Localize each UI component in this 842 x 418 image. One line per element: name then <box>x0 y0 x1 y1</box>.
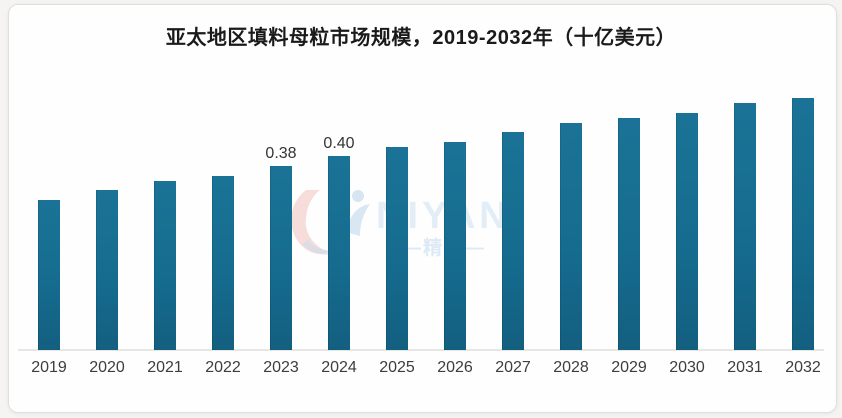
chart-card <box>8 4 837 413</box>
bar-2029 <box>618 118 640 350</box>
bar-2024 <box>328 156 350 350</box>
bar-2020 <box>96 190 118 350</box>
bar-2027 <box>502 132 524 350</box>
x-tick-label-2029: 2029 <box>611 359 647 376</box>
x-tick-label-2031: 2031 <box>727 359 763 376</box>
bar-2030 <box>676 113 698 350</box>
bar-2022 <box>212 176 234 350</box>
bar-2026 <box>444 142 466 350</box>
x-tick-label-2019: 2019 <box>31 359 67 376</box>
x-tick-label-2026: 2026 <box>437 359 473 376</box>
x-tick-label-2027: 2027 <box>495 359 531 376</box>
bar-2032 <box>792 98 814 350</box>
x-tick-label-2032: 2032 <box>785 359 821 376</box>
bar-2025 <box>386 147 408 350</box>
bar-value-label-2023: 0.38 <box>265 145 297 162</box>
x-tick-label-2028: 2028 <box>553 359 589 376</box>
x-tick-label-2025: 2025 <box>379 359 415 376</box>
bar-2021 <box>154 181 176 350</box>
bar-2019 <box>38 200 60 350</box>
x-tick-label-2030: 2030 <box>669 359 705 376</box>
bar-2028 <box>560 123 582 350</box>
x-tick-label-2023: 2023 <box>263 359 299 376</box>
x-tick-label-2020: 2020 <box>89 359 125 376</box>
bar-value-label-2024: 0.40 <box>323 135 355 152</box>
bar-2031 <box>734 103 756 350</box>
x-tick-label-2021: 2021 <box>147 359 183 376</box>
x-tick-label-2024: 2024 <box>321 359 357 376</box>
x-axis-line <box>18 349 824 351</box>
bar-2023 <box>270 166 292 350</box>
x-tick-label-2022: 2022 <box>205 359 241 376</box>
chart-title: 亚太地区填料母粒市场规模，2019-2032年（十亿美元） <box>165 27 677 49</box>
